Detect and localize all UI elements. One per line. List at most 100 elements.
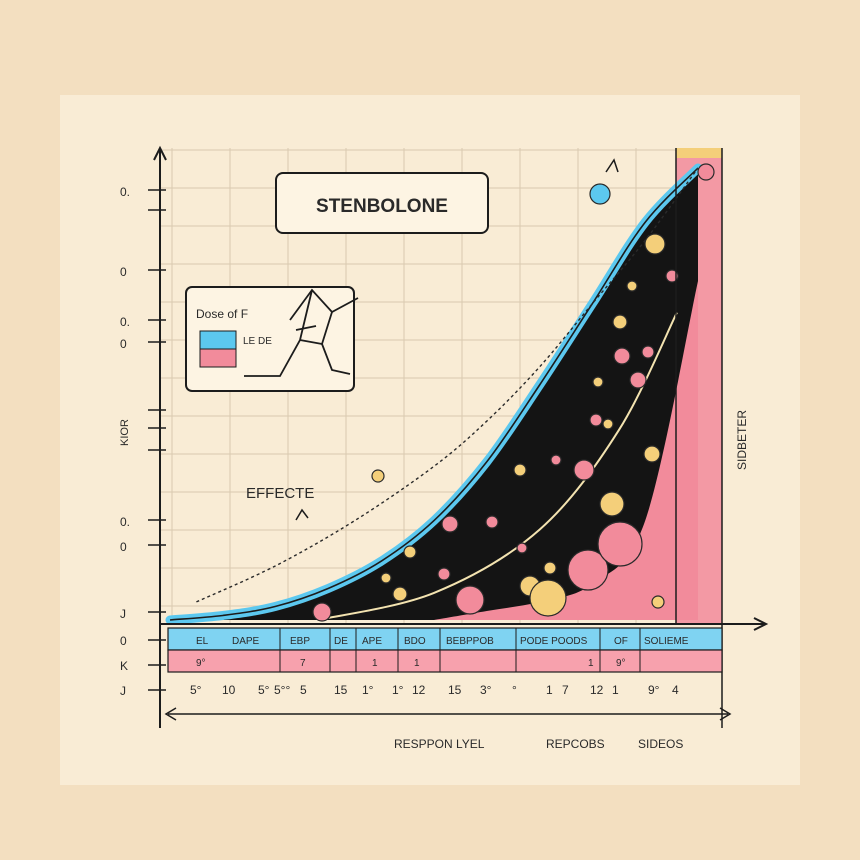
table-cell: 7 <box>300 658 306 669</box>
annotation-label: EFFECTE <box>246 485 314 502</box>
table-cell: EBP <box>290 636 310 647</box>
bubble <box>602 418 614 430</box>
x-tick-label: 5° <box>258 683 270 697</box>
x-tick-label: 1° <box>392 683 404 697</box>
x-label: RESPPON LYEL <box>394 737 485 751</box>
y-tick-label: 0. <box>120 315 130 329</box>
bubble <box>380 572 392 584</box>
x-tick-label: 5°° <box>274 683 290 697</box>
bubble <box>573 459 595 481</box>
bubble <box>403 545 417 559</box>
bubble <box>513 463 527 477</box>
bubble <box>697 163 715 181</box>
top-arrow <box>605 158 619 173</box>
dark-area <box>170 168 698 620</box>
bubble <box>543 561 557 575</box>
x-tick-label: ° <box>512 683 517 697</box>
bubble <box>589 413 603 427</box>
x-tick-label: 9° <box>648 683 660 697</box>
bubble <box>371 469 385 483</box>
table-cell: 1 <box>588 658 594 669</box>
bubble <box>550 454 562 466</box>
bubble <box>312 602 332 622</box>
molecule-icon <box>244 288 359 377</box>
series-dashed-line <box>196 167 699 603</box>
table-cell: 9° <box>196 658 206 669</box>
y-tick-label: 0. <box>120 185 130 199</box>
bubble <box>599 491 625 517</box>
x-axis-arrow <box>753 617 769 631</box>
legend-swatch-blue <box>199 330 237 350</box>
x-tick-labels: 5° 10 5° 5°° 5 15 1° 1° 12 15 3° ° 1 7 12 1 9° 4 <box>190 683 679 697</box>
bubble <box>516 542 528 554</box>
x-tick-label: 5° <box>190 683 202 697</box>
table-cell: APE <box>362 636 382 647</box>
bubble <box>613 347 631 365</box>
bubble <box>485 515 499 529</box>
table-cell: 1 <box>414 658 420 669</box>
table-cell: DAPE <box>232 636 260 647</box>
bubble <box>567 549 609 591</box>
bubble <box>597 521 643 567</box>
x-tick-label: 5 <box>300 683 307 697</box>
table-dividers <box>279 628 641 672</box>
bubble <box>643 445 661 463</box>
y-tick-label: 0 <box>120 634 127 648</box>
table-cell: OF <box>614 636 628 647</box>
table-cell: 1 <box>372 658 378 669</box>
bottom-axis-arrow-left <box>164 707 177 721</box>
table-cell: SOLIEME <box>644 636 689 647</box>
bubble <box>592 376 604 388</box>
x-tick-label: 1 <box>546 683 553 697</box>
series-blue-edge <box>169 167 699 621</box>
bubble <box>612 314 628 330</box>
bubbles <box>312 163 715 622</box>
bubble <box>665 269 679 283</box>
bubble <box>589 183 611 205</box>
bubble <box>644 233 666 255</box>
y-tick-label: 0 <box>120 337 127 351</box>
legend-title: Dose of F <box>196 307 248 321</box>
table-cell: BEBPPOB <box>446 636 494 647</box>
bubble <box>641 345 655 359</box>
y-tick-label: 0 <box>120 265 127 279</box>
bubble <box>651 595 665 609</box>
legend-swatch-pink <box>199 348 237 368</box>
x-label: SIDEOS <box>638 737 683 751</box>
chart-title: STENBOLONE <box>316 196 448 217</box>
x-tick-label: 3° <box>480 683 492 697</box>
table-cell: EL <box>196 636 209 647</box>
legend-entry-label: LE DE <box>243 336 272 347</box>
annotation-arrow <box>295 508 309 521</box>
x-tick-label: 15 <box>448 683 462 697</box>
y-tick-label: K <box>120 659 128 673</box>
bottom-axis-arrow-right <box>719 707 732 721</box>
pink-area <box>434 281 698 620</box>
bubble <box>455 585 485 615</box>
bubble <box>392 586 408 602</box>
y-tick-label: 0. <box>120 515 130 529</box>
table-cell: BDO <box>404 636 426 647</box>
title-box <box>275 172 489 234</box>
x-tick-label: 12 <box>412 683 426 697</box>
y-axis-arrow <box>153 145 167 161</box>
table-cell: 9° <box>616 658 626 669</box>
x-tick-label: 4 <box>672 683 679 697</box>
x-tick-label: 12 <box>590 683 604 697</box>
bubble <box>529 579 567 617</box>
bubble <box>441 515 459 533</box>
y-tick-label: 0 <box>120 540 127 554</box>
y-tick-label: J <box>120 607 126 621</box>
right-axis-label: SIDBETER <box>735 410 749 470</box>
right-band-cap <box>676 148 722 158</box>
x-tick-label: 7 <box>562 683 569 697</box>
x-tick-label: 10 <box>222 683 236 697</box>
inner-curve <box>317 312 678 621</box>
table-cell: PODE POODS <box>520 636 588 647</box>
x-tick-label: 15 <box>334 683 348 697</box>
x-tick-label: 1 <box>612 683 619 697</box>
table-cell: DE <box>334 636 348 647</box>
y-tick-label: J <box>120 684 126 698</box>
bubble <box>626 280 638 292</box>
